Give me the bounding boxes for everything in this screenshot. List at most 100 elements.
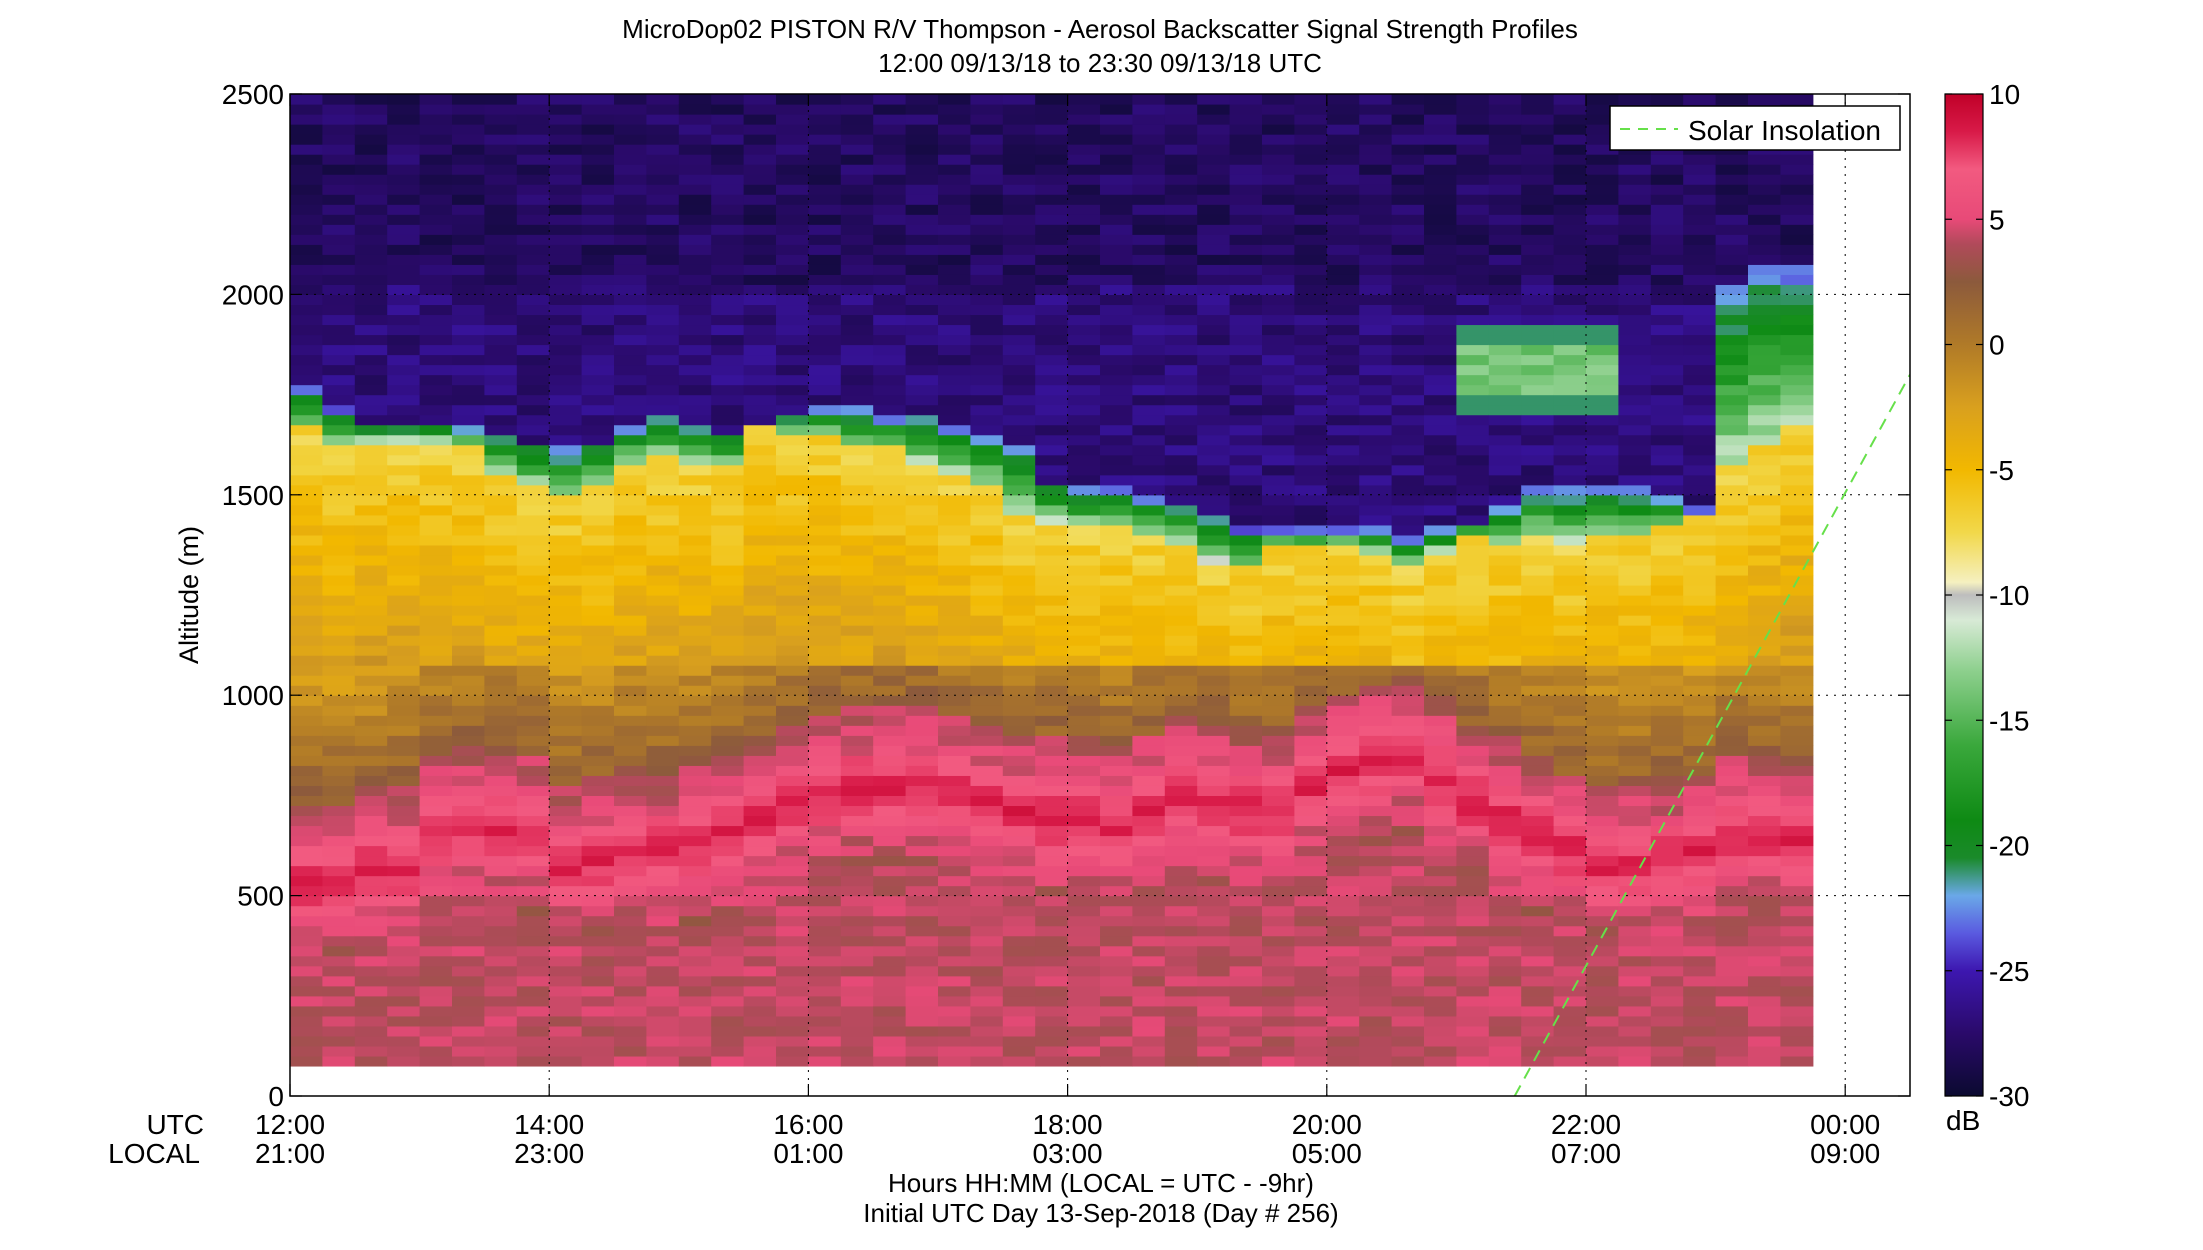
heatmap-cell [581, 835, 615, 847]
heatmap-cell [1229, 625, 1263, 636]
x-tick-label-local: 03:00 [1033, 1138, 1103, 1169]
heatmap-cell [1035, 544, 1069, 556]
heatmap-cell [1683, 605, 1717, 616]
heatmap-cell [484, 765, 518, 776]
heatmap-cell [1521, 775, 1555, 786]
heatmap-cell [1683, 665, 1717, 676]
heatmap-cell [1197, 935, 1231, 947]
heatmap-cell [1715, 615, 1749, 626]
heatmap-cell [484, 564, 518, 576]
heatmap-cell [1262, 494, 1295, 506]
heatmap-cell [1326, 875, 1360, 887]
heatmap-cell [646, 815, 680, 827]
heatmap-cell [516, 655, 550, 666]
heatmap-cell [614, 995, 647, 1007]
heatmap-cell [1715, 665, 1749, 676]
heatmap-cell [808, 805, 842, 817]
heatmap-cell [1067, 895, 1101, 907]
heatmap-cell [1715, 985, 1749, 997]
heatmap-cell [387, 895, 421, 907]
heatmap-cell [1229, 965, 1263, 977]
heatmap-cell [484, 374, 518, 386]
heatmap-cell [290, 584, 323, 596]
heatmap-cell [905, 625, 939, 636]
heatmap-cell [1488, 855, 1522, 867]
heatmap-cell [840, 915, 874, 927]
heatmap-cell [646, 394, 680, 406]
heatmap-cell [614, 244, 647, 255]
heatmap-cell [290, 1015, 323, 1027]
heatmap-cell [354, 985, 388, 997]
heatmap-cell [1100, 615, 1133, 626]
heatmap-cell [1294, 104, 1328, 115]
heatmap-cell [1586, 364, 1619, 376]
heatmap-cell [1164, 1015, 1198, 1027]
heatmap-cell [1780, 705, 1814, 716]
heatmap-cell [1229, 344, 1263, 356]
heatmap-cell [1456, 194, 1490, 205]
heatmap-cell [1618, 394, 1652, 406]
heatmap-cell [1100, 645, 1133, 656]
heatmap-cell [776, 685, 809, 696]
heatmap-cell [970, 94, 1004, 105]
heatmap-cell [1359, 955, 1393, 967]
heatmap-cell [1586, 464, 1619, 476]
heatmap-cell [743, 815, 777, 827]
heatmap-cell [1488, 134, 1522, 145]
heatmap-cell [905, 194, 939, 205]
heatmap-cell [1521, 94, 1555, 105]
heatmap-cell [1132, 1045, 1166, 1057]
heatmap-cell [354, 324, 388, 336]
heatmap-cell [1197, 364, 1231, 376]
heatmap-cell [808, 324, 842, 336]
heatmap-cell [743, 314, 777, 326]
heatmap-cell [1586, 755, 1619, 766]
heatmap-cell [1132, 274, 1166, 285]
heatmap-cell [873, 1025, 907, 1037]
heatmap-cell [808, 725, 842, 736]
heatmap-cell [938, 745, 971, 756]
heatmap-cell [614, 635, 647, 646]
heatmap-cell [1424, 434, 1457, 446]
heatmap-cell [1780, 845, 1814, 857]
heatmap-cell [1780, 795, 1814, 807]
heatmap-cell [290, 234, 323, 245]
heatmap-cell [1521, 374, 1555, 386]
heatmap-cell [452, 975, 485, 987]
heatmap-cell [970, 484, 1004, 496]
heatmap-cell [1002, 705, 1036, 716]
heatmap-cell [581, 524, 615, 536]
heatmap-cell [1586, 404, 1619, 416]
heatmap-cell [1326, 1055, 1360, 1067]
heatmap-cell [1002, 574, 1036, 586]
heatmap-cell [419, 635, 453, 646]
heatmap-cell [1002, 524, 1036, 536]
heatmap-cell [970, 645, 1004, 656]
heatmap-cell [1650, 675, 1684, 686]
heatmap-cell [516, 715, 550, 726]
heatmap-cell [1521, 204, 1555, 215]
heatmap-cell [646, 544, 680, 556]
heatmap-cell [1262, 1055, 1295, 1067]
heatmap-cell [322, 985, 356, 997]
heatmap-cell [678, 434, 712, 446]
heatmap-cell [1715, 384, 1749, 396]
heatmap-cell [711, 194, 745, 205]
heatmap-cell [776, 364, 809, 376]
heatmap-cell [1488, 725, 1522, 736]
heatmap-cell [1035, 444, 1069, 456]
heatmap-cell [1586, 835, 1619, 847]
heatmap-cell [419, 695, 453, 706]
heatmap-cell [1586, 494, 1619, 506]
heatmap-cell [1326, 394, 1360, 406]
heatmap-cell [1391, 815, 1425, 827]
heatmap-cell [1780, 474, 1814, 486]
heatmap-cell [1521, 534, 1555, 546]
heatmap-cell [387, 725, 421, 736]
heatmap-cell [905, 494, 939, 506]
heatmap-cell [905, 574, 939, 586]
heatmap-cell [1521, 835, 1555, 847]
heatmap-cell [1391, 665, 1425, 676]
heatmap-cell [1553, 134, 1587, 145]
